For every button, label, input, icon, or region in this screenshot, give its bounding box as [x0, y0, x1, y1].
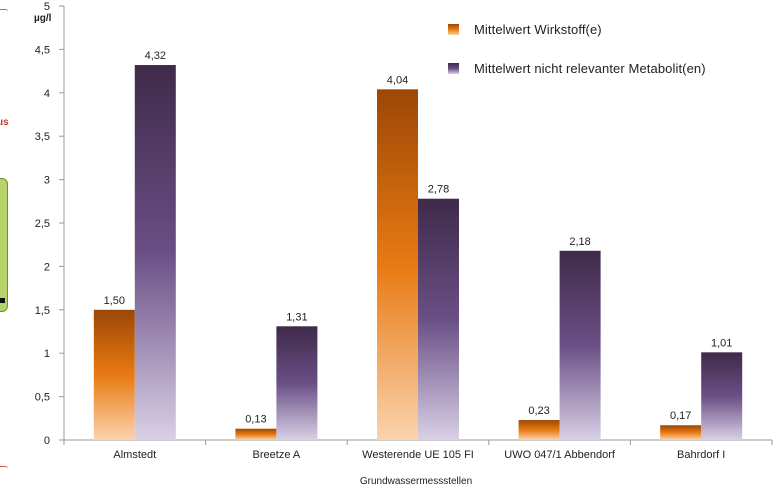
legend-item-metabolit: Mittelwert nicht relevanter Metabolit(en… — [448, 57, 706, 79]
y-tick-label: 1,5 — [35, 305, 50, 317]
x-tick-label: UWO 047/1 Abbendorf — [504, 449, 616, 461]
left-edge-square-marker — [0, 298, 5, 303]
x-axis-ticks: Almstedt Breetze A Westerende UE 105 FI UWO… — [63, 440, 773, 461]
y-tick-label: 3,5 — [35, 131, 50, 143]
x-tick-label: Bahrdorf I — [677, 449, 725, 461]
data-label: 0,13 — [245, 414, 266, 426]
data-label: 1,31 — [286, 311, 307, 323]
left-edge-text-fragment: us — [0, 117, 9, 128]
bar-metabolit — [276, 326, 318, 440]
left-edge-map-fragment — [0, 178, 8, 312]
bars — [93, 65, 743, 441]
bar-metabolit — [134, 65, 176, 441]
bar-wirkstoff — [93, 309, 135, 440]
left-edge-curve-bottom — [0, 466, 8, 471]
y-tick-label: 2,5 — [35, 218, 50, 230]
y-tick-label: 5 — [44, 1, 50, 13]
data-label: 4,32 — [145, 50, 166, 62]
y-tick-label: 3 — [44, 175, 50, 187]
y-axis-label: µg/l — [34, 13, 52, 24]
x-axis-label: Grundwassermessstellen — [360, 476, 472, 487]
data-label: 2,18 — [569, 236, 590, 248]
bar-wirkstoff — [235, 428, 277, 440]
x-tick-label: Almstedt — [113, 449, 156, 461]
data-label: 0,17 — [670, 410, 691, 422]
data-label: 1,50 — [104, 295, 125, 307]
x-tick-label: Breetze A — [253, 449, 301, 461]
data-label: 4,04 — [387, 74, 408, 86]
chart-legend: Mittelwert Wirkstoff(e) Mittelwert nicht… — [448, 18, 706, 96]
y-axis-ticks: 0 0,5 1 1,5 2 2,5 3 3,5 4 4,5 5 — [35, 1, 64, 447]
y-tick-label: 0 — [44, 435, 50, 447]
bar-metabolit — [418, 198, 459, 440]
y-tick-label: 0,5 — [35, 392, 50, 404]
data-labels: 1,50 4,32 0,13 1,31 4,04 2,78 0,23 2,18 0,17 1,01 — [104, 50, 733, 426]
x-tick-label: Westerende UE 105 FI — [362, 449, 474, 461]
legend-label-metabolit: Mittelwert nicht relevanter Metabolit(en… — [474, 60, 706, 76]
y-tick-label: 4,5 — [35, 44, 50, 56]
data-label: 0,23 — [528, 405, 549, 417]
legend-swatch-metabolit — [448, 62, 459, 74]
y-tick-label: 2 — [44, 261, 50, 273]
legend-label-wirkstoff: Mittelwert Wirkstoff(e) — [474, 21, 602, 37]
y-tick-label: 4 — [44, 88, 50, 100]
y-tick-label: 1 — [44, 348, 50, 360]
bar-wirkstoff — [518, 420, 560, 440]
bar-metabolit — [559, 250, 601, 440]
legend-swatch-wirkstoff — [448, 23, 459, 35]
left-edge-curve-top — [0, 9, 8, 14]
data-label: 2,78 — [428, 184, 449, 196]
bar-wirkstoff — [660, 425, 702, 440]
data-label: 1,01 — [711, 337, 732, 349]
bar-metabolit — [701, 352, 743, 440]
bar-wirkstoff — [377, 89, 418, 440]
legend-item-wirkstoff: Mittelwert Wirkstoff(e) — [448, 18, 706, 40]
